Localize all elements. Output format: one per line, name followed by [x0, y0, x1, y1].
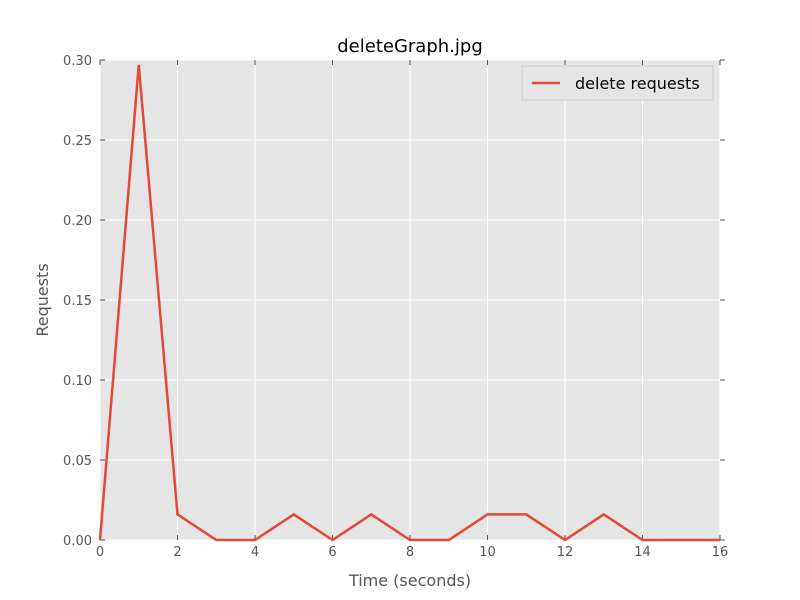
- legend-label: delete requests: [575, 74, 700, 93]
- x-tick-label: 0: [96, 545, 104, 560]
- y-tick-label: 0.10: [63, 374, 92, 389]
- x-tick-label: 6: [328, 545, 336, 560]
- y-tick-label: 0.30: [63, 54, 92, 69]
- x-tick-label: 8: [406, 545, 414, 560]
- x-tick-label: 2: [173, 545, 181, 560]
- axis-ticks: 0 2 4 6 8 10 12 14 16 0.00 0.05 0.10 0.15 0.20 0.25 0.3…: [63, 54, 728, 560]
- y-axis-label: Requests: [33, 263, 52, 336]
- y-tick-label: 0.20: [63, 214, 92, 229]
- series-layer: [98, 64, 720, 542]
- x-tick-label: 10: [479, 545, 496, 560]
- y-tick-label: 0.00: [63, 534, 92, 549]
- y-tick-label: 0.25: [63, 134, 92, 149]
- y-tick-label: 0.05: [63, 454, 92, 469]
- x-axis-label: Time (seconds): [348, 571, 471, 590]
- legend: delete requests: [521, 65, 714, 101]
- chart-title: deleteGraph.jpg: [337, 36, 483, 57]
- x-tick-label: 14: [634, 545, 651, 560]
- y-tick-label: 0.15: [63, 294, 92, 309]
- series-line: [98, 64, 720, 542]
- x-tick-label: 12: [557, 545, 574, 560]
- x-tick-label: 16: [712, 545, 729, 560]
- x-tick-label: 4: [251, 545, 259, 560]
